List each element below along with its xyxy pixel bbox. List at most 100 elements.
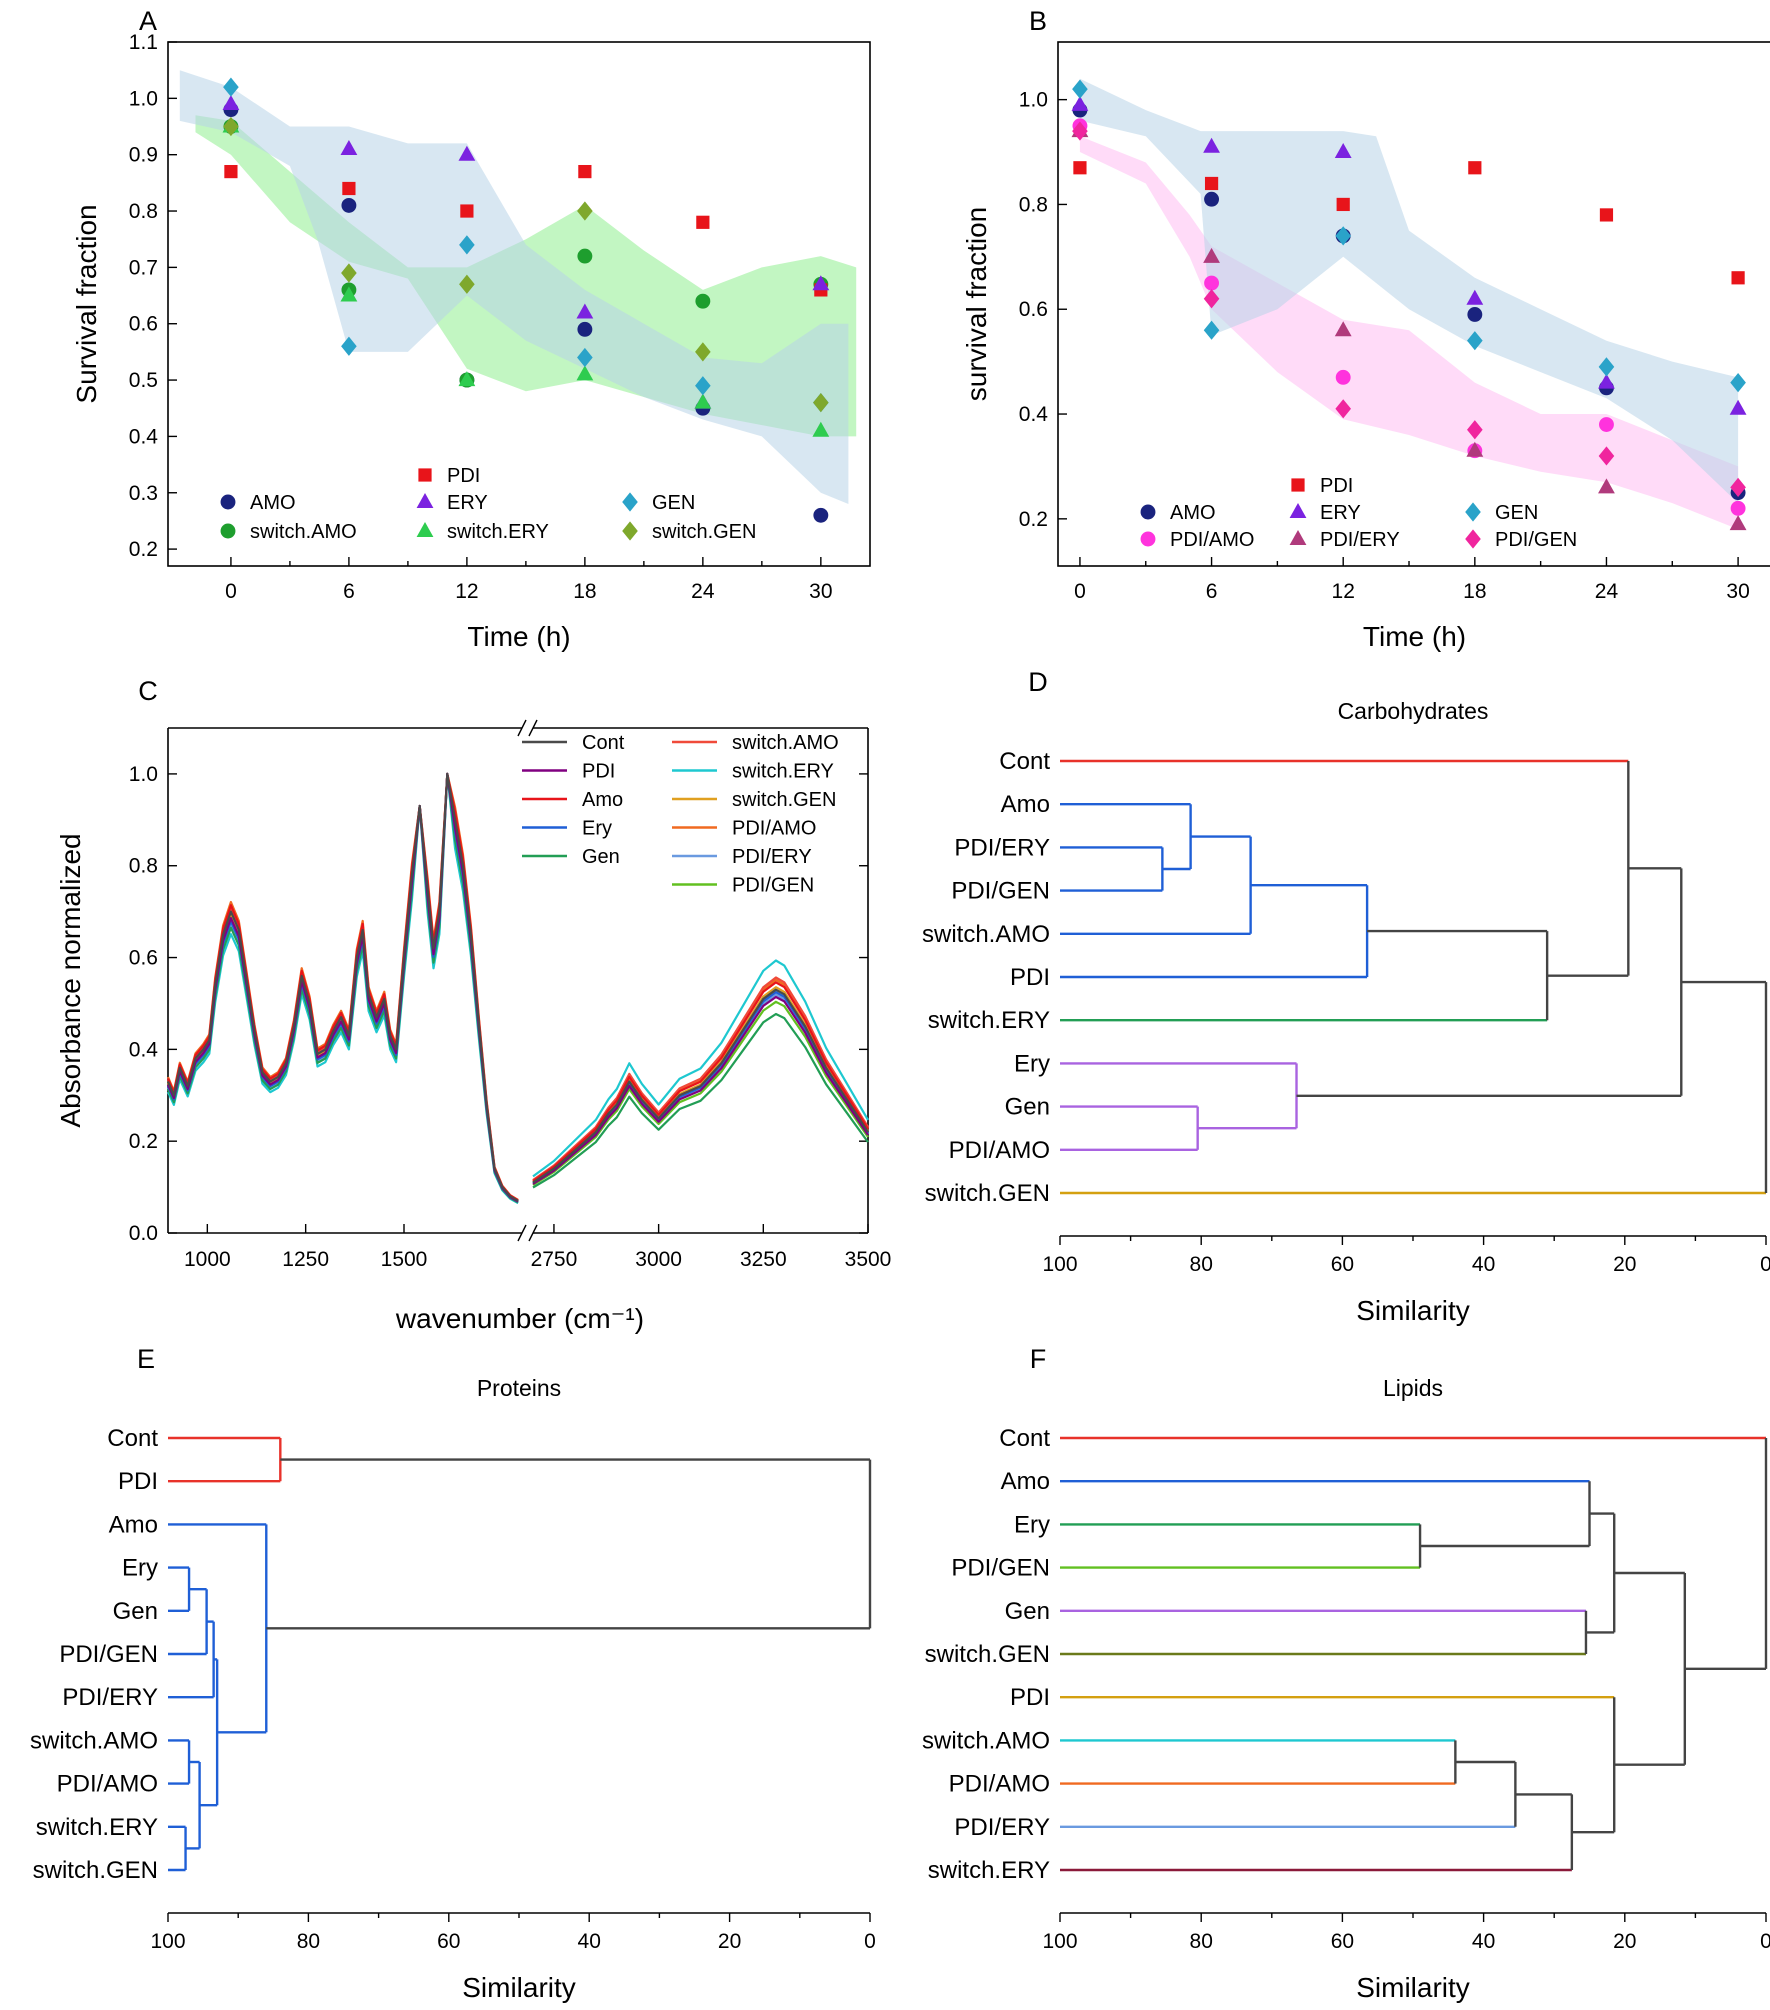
legend-label: PDI xyxy=(447,465,480,487)
legend-label: Cont xyxy=(582,732,625,754)
leaf-label: PDI/AMO xyxy=(949,1137,1050,1164)
legend-label: switch.AMO xyxy=(732,732,839,754)
data-point-gen xyxy=(1072,79,1088,99)
legend-marker xyxy=(622,521,638,541)
legend-label: PDI/GEN xyxy=(732,875,814,897)
data-point-pdi-ery xyxy=(1466,441,1484,457)
y-tick-label: 1.0 xyxy=(129,763,158,786)
y-tick-label: 0.7 xyxy=(129,256,158,279)
leaf-label: PDI/GEN xyxy=(951,878,1050,905)
data-point-pdi xyxy=(1599,208,1614,222)
leaf-label: Amo xyxy=(1001,791,1050,818)
b-pdi-band xyxy=(1079,136,1739,530)
y-tick-label: 1.1 xyxy=(129,31,158,54)
panel-f: 100 80 60 40 20 0 Similarity Lipids F Cont Amo Ery P… xyxy=(922,1344,1770,2003)
data-point-ery xyxy=(1334,143,1352,159)
x-tick-label: 1250 xyxy=(282,1248,329,1271)
axis-break-mark xyxy=(528,719,538,737)
legend-label: ERY xyxy=(447,492,488,514)
x-tick-label: 100 xyxy=(150,1930,185,1953)
data-point-switch-amo xyxy=(695,293,711,309)
x-tick-label: 3000 xyxy=(635,1248,682,1271)
x-axis-label: Similarity xyxy=(1356,1972,1470,2003)
data-point-pdi-gen xyxy=(1730,477,1746,497)
y-tick-label: 0.2 xyxy=(1019,508,1048,531)
x-tick-label: 80 xyxy=(1190,1253,1213,1276)
legend-label: PDI/AMO xyxy=(1170,529,1254,551)
leaf-label: switch.ERY xyxy=(928,1857,1050,1884)
y-tick-label: 0.9 xyxy=(129,144,158,167)
spectrum-line-switch-gen xyxy=(166,772,519,1203)
leaf-label: PDI xyxy=(1010,964,1050,991)
leaf-label: switch.GEN xyxy=(33,1857,158,1884)
spectrum-line-gen xyxy=(166,772,519,1204)
spectrum-line-right-gen xyxy=(532,1012,869,1189)
data-point-amo xyxy=(341,197,357,213)
spectrum-line-right-pdi-gen xyxy=(532,1000,869,1186)
leaf-label: Cont xyxy=(999,748,1050,775)
a-single-band xyxy=(179,70,849,504)
leaf-label: PDI/AMO xyxy=(57,1771,158,1798)
legend-marker xyxy=(1289,530,1307,545)
legend-marker xyxy=(1465,529,1481,549)
spectrum-line-right-switch-amo xyxy=(532,976,869,1181)
spectrum-line-right-switch-ery xyxy=(532,959,869,1178)
data-point-switch-ery xyxy=(694,393,712,409)
data-point-gen xyxy=(1335,226,1351,246)
legend-label: ERY xyxy=(1320,502,1361,524)
spectrum-line-pdi-amo xyxy=(166,772,519,1201)
legend-label: Ery xyxy=(582,818,612,840)
legend-label: AMO xyxy=(250,492,296,514)
data-point-pdi-ery xyxy=(1334,321,1352,337)
panel-label: C xyxy=(138,676,158,706)
legend-marker xyxy=(1140,504,1156,520)
data-point-pdi xyxy=(1731,271,1745,285)
data-point-pdi-gen xyxy=(1203,289,1220,309)
y-tick-label: 0.0 xyxy=(129,1222,158,1245)
x-axis-label: Similarity xyxy=(1356,1295,1470,1326)
dendrogram-title: Carbohydrates xyxy=(1338,698,1489,724)
data-point-amo xyxy=(577,321,593,337)
legend-label: switch.GEN xyxy=(652,521,756,543)
panel-a: 0 6 12 18 24 30 0.2 0.3 0.4 0.5 0.6 0.7 0.8 0.9 1.0 1.1… xyxy=(71,6,871,652)
data-point-pdi-amo xyxy=(1599,417,1614,432)
leaf-label: switch.AMO xyxy=(922,1727,1050,1754)
spectrum-line-right-cont xyxy=(532,988,869,1184)
spectrum-line-ery xyxy=(166,772,519,1203)
data-point-pdi-ery xyxy=(1598,478,1615,494)
leaf-label: Gen xyxy=(113,1598,158,1625)
data-point-gen xyxy=(695,376,711,396)
leaf-label: Amo xyxy=(1001,1468,1050,1495)
y-tick-label: 0.2 xyxy=(129,1130,158,1153)
spectrum-line-switch-ery xyxy=(167,772,519,1205)
data-point-switch-gen xyxy=(223,116,239,137)
spectrum-line-pdi-gen xyxy=(166,772,519,1202)
data-point-pdi-ery xyxy=(1203,247,1220,263)
y-tick-label: 0.6 xyxy=(129,313,158,336)
data-point-pdi-ery xyxy=(1729,515,1747,531)
data-point-ery xyxy=(1466,289,1484,305)
axis-break-mark xyxy=(528,1224,538,1242)
legend-label: AMO xyxy=(1170,502,1216,524)
panel-c: 0.0 0.2 0.4 0.6 0.8 1.0 1000 1250 1500 2750 3000 32… xyxy=(55,676,891,1334)
leaf-label: switch.ERY xyxy=(928,1007,1050,1034)
data-point-pdi-gen xyxy=(1072,121,1088,141)
data-point-switch-gen xyxy=(341,263,357,283)
spectrum-line-right-ery xyxy=(532,991,869,1184)
legend-label: switch.AMO xyxy=(250,521,357,543)
data-point-gen xyxy=(1730,373,1746,393)
legend-label: switch.ERY xyxy=(732,761,834,783)
legend-marker xyxy=(1291,478,1305,492)
legend-marker xyxy=(1289,503,1307,518)
legend-label: PDI/ERY xyxy=(1320,529,1400,551)
data-point-switch-ery xyxy=(458,371,476,387)
b-single-band xyxy=(1079,78,1739,504)
x-tick-label: 0 xyxy=(864,1930,876,1953)
x-tick-label: 12 xyxy=(1332,580,1355,603)
data-point-ery xyxy=(1729,399,1747,415)
legend-marker xyxy=(416,522,434,537)
spectrum-line-switch-amo xyxy=(166,772,519,1202)
data-point-pdi-amo xyxy=(1335,369,1351,385)
x-axis-label: Time (h) xyxy=(1363,621,1466,652)
